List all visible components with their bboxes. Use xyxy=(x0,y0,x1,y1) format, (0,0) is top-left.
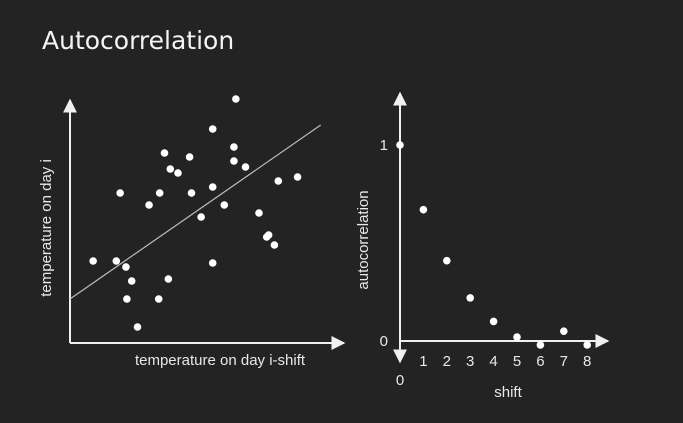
left-data-point xyxy=(174,169,182,177)
right-data-point xyxy=(396,141,404,149)
left-data-point xyxy=(293,173,302,181)
left-data-point xyxy=(89,257,97,265)
right-data-points xyxy=(396,141,591,349)
right-y-axis-label: autocorrelation xyxy=(355,190,372,289)
left-data-point xyxy=(122,263,130,271)
left-data-point xyxy=(133,323,142,331)
left-data-point xyxy=(208,125,217,133)
left-data-point xyxy=(220,201,229,209)
left-data-point xyxy=(274,177,283,185)
right-x-tick-label: 6 xyxy=(536,353,544,370)
left-data-point xyxy=(155,189,164,197)
right-data-point xyxy=(466,294,475,302)
right-x-tick-label: 5 xyxy=(513,353,521,370)
right-x-tick-label: 7 xyxy=(560,353,568,370)
left-data-point xyxy=(208,259,217,267)
right-y-tick-1: 1 xyxy=(380,137,388,154)
left-data-point xyxy=(241,163,250,171)
right-data-point xyxy=(419,205,428,214)
left-y-axis-label: temperature on day i xyxy=(38,159,55,297)
left-data-point xyxy=(145,201,153,209)
right-x-tick-label: 1 xyxy=(419,353,427,370)
left-data-point xyxy=(264,231,273,239)
right-data-point xyxy=(536,341,545,349)
trend-line xyxy=(69,124,322,300)
right-data-point xyxy=(513,333,521,341)
left-data-point xyxy=(154,295,163,303)
left-data-point xyxy=(187,189,196,197)
left-data-point xyxy=(164,275,173,283)
left-data-points xyxy=(89,95,302,331)
left-data-point xyxy=(230,143,238,151)
left-data-point xyxy=(160,149,169,157)
left-x-axis-label: temperature on day i-shift xyxy=(135,352,306,369)
left-data-point xyxy=(166,165,175,173)
left-data-point xyxy=(197,213,205,221)
right-data-point xyxy=(489,317,498,326)
left-data-point xyxy=(270,241,279,249)
right-data-point xyxy=(583,341,591,349)
right-x-tick-label: 4 xyxy=(489,353,497,370)
right-data-point xyxy=(560,327,568,336)
left-data-point xyxy=(232,95,240,103)
right-x-tick-label: 3 xyxy=(466,353,474,370)
left-data-point xyxy=(116,189,124,197)
left-data-point xyxy=(185,153,194,161)
right-origin-label: 0 xyxy=(396,372,404,389)
temperature-scatter-chart: temperature on day i-shift temperature o… xyxy=(38,95,346,369)
right-data-point xyxy=(443,256,451,265)
left-data-point xyxy=(255,209,263,217)
left-data-point xyxy=(230,157,238,165)
left-data-point xyxy=(112,257,121,265)
slide-title: Autocorrelation xyxy=(42,26,235,55)
right-y-tick-0: 0 xyxy=(380,333,388,350)
right-x-tick-label: 2 xyxy=(443,353,451,370)
left-data-point xyxy=(123,295,131,303)
right-x-tick-label: 8 xyxy=(583,353,591,370)
left-data-point xyxy=(127,277,136,285)
right-x-axis-label: shift xyxy=(494,384,522,401)
left-data-point xyxy=(208,183,217,191)
